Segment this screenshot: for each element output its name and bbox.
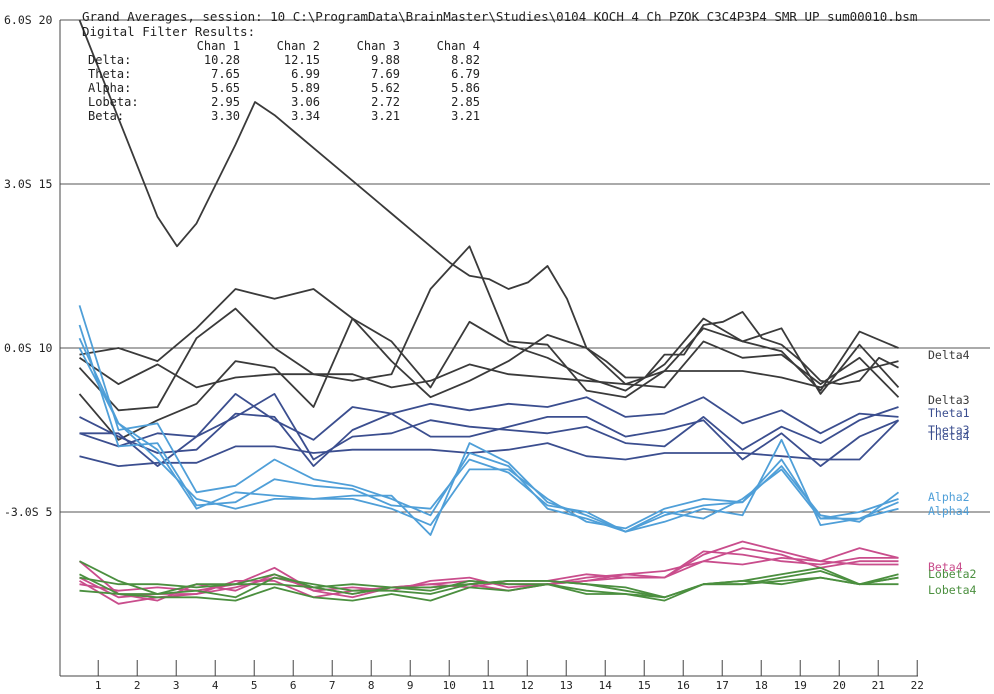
chart-subtitle: Digital Filter Results:	[82, 24, 255, 39]
series-line-theta	[79, 419, 900, 468]
table-cell: 10.28	[204, 53, 240, 67]
x-tick-label: 3	[173, 679, 180, 692]
series-label: Theta4	[928, 429, 970, 443]
x-tick-label: 10	[443, 679, 456, 692]
table-row-label: Lobeta:	[88, 95, 139, 109]
series-line-delta	[78, 19, 899, 386]
filter-results-table: Chan 1 Chan 2 Chan 3 Chan 4 Delta: 10.28 12.15…	[88, 39, 480, 123]
series-line-theta	[79, 412, 899, 468]
table-row-label: Beta:	[88, 109, 124, 123]
table-cell: 7.65	[211, 67, 240, 81]
series-line-delta	[78, 317, 900, 441]
series-line-delta	[79, 288, 900, 395]
series-lines	[78, 19, 900, 605]
table-cell: 12.15	[284, 53, 320, 67]
chart-title: Grand Averages, session: 10 C:\ProgramDa…	[82, 9, 917, 24]
table-row-label: Delta:	[88, 53, 131, 67]
table-column-header: Chan 2	[277, 39, 320, 53]
table-cell: 6.99	[291, 67, 320, 81]
x-tick-label: 21	[872, 679, 885, 692]
series-line-delta	[78, 245, 899, 412]
series-label: Delta4	[928, 348, 970, 362]
x-tick-label: 7	[329, 679, 336, 692]
y-tick-label: 6.0S 20	[4, 13, 53, 27]
x-tick-label: 8	[368, 679, 375, 692]
table-cell: 3.21	[371, 109, 400, 123]
series-label: Beta4	[928, 560, 963, 574]
table-cell: 5.65	[211, 81, 240, 95]
table-cell: 2.72	[371, 95, 400, 109]
table-cell: 3.21	[451, 109, 480, 123]
gridlines	[60, 19, 990, 513]
x-tick-label: 11	[482, 679, 495, 692]
x-tick-label: 12	[521, 679, 534, 692]
x-tick-label: 5	[251, 679, 258, 692]
series-line-beta	[79, 540, 899, 605]
x-tick-label: 13	[560, 679, 573, 692]
y-tick-label: 3.0S 15	[4, 177, 52, 191]
series-label: Theta3	[928, 423, 970, 437]
x-tick-label: 15	[638, 679, 651, 692]
table-cell: 5.62	[371, 81, 400, 95]
y-tick-label: -3.0S 5	[4, 505, 52, 519]
axes: 6.0S 203.0S 150.0S 10-3.0S 51 2 3 4 5 6 7 8 9 10 1…	[4, 13, 924, 692]
series-line-lobeta	[79, 560, 899, 599]
series-label: Lobeta2	[928, 567, 976, 581]
series-line-theta	[79, 392, 899, 468]
x-tick-label: 19	[794, 679, 807, 692]
table-cell: 5.86	[451, 81, 480, 95]
x-tick-label: 4	[212, 679, 219, 692]
x-tick-label: 17	[716, 679, 729, 692]
table-cell: 3.34	[291, 109, 320, 123]
table-cell: 3.06	[291, 95, 320, 109]
x-tick-label: 16	[677, 679, 690, 692]
header-block: Grand Averages, session: 10 C:\ProgramDa…	[82, 9, 917, 39]
table-cell: 9.88	[371, 53, 400, 67]
series-line-lobeta	[79, 573, 899, 599]
x-tick-label: 14	[599, 679, 613, 692]
series-line-alpha	[78, 337, 899, 536]
table-cell: 6.79	[451, 67, 480, 81]
series-label: Lobeta4	[928, 583, 977, 597]
table-cell: 5.89	[291, 81, 320, 95]
x-tick-label: 2	[134, 679, 141, 692]
x-tick-label: 20	[833, 679, 846, 692]
table-cell: 2.85	[451, 95, 480, 109]
table-row-label: Alpha:	[88, 81, 131, 95]
x-tick-label: 18	[755, 679, 768, 692]
series-line-alpha	[78, 347, 899, 530]
series-line-alpha	[78, 305, 899, 533]
table-cell: 3.30	[211, 109, 240, 123]
series-label: Alpha2	[928, 490, 970, 504]
table-cell: 2.95	[211, 95, 240, 109]
y-tick-label: 0.0S 10	[4, 341, 53, 355]
series-line-theta	[79, 392, 899, 461]
x-tick-label: 22	[911, 679, 924, 692]
series-label: Alpha4	[928, 504, 970, 518]
table-column-header: Chan 3	[357, 39, 400, 53]
table-cell: 7.69	[371, 67, 400, 81]
table-row-label: Theta:	[88, 67, 131, 81]
series-label: Theta1	[928, 406, 970, 420]
table-cell: 8.82	[451, 53, 480, 67]
table-column-header: Chan 4	[437, 39, 480, 53]
x-tick-label: 6	[290, 679, 297, 692]
series-label: Delta3	[928, 393, 970, 407]
table-column-header: Chan 1	[197, 39, 240, 53]
series-line-delta	[78, 357, 899, 389]
x-tick-label: 9	[407, 679, 414, 692]
x-tick-label: 1	[95, 679, 102, 692]
